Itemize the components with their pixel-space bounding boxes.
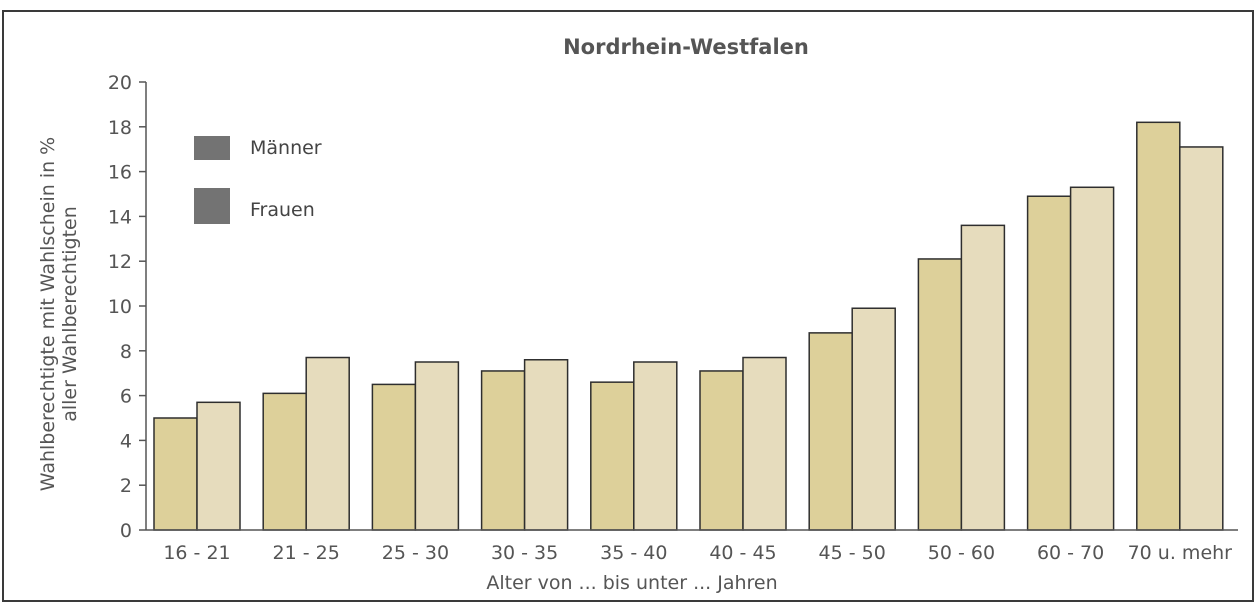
y-tick-label: 18 xyxy=(108,117,132,139)
bar-maenner-7 xyxy=(917,258,963,531)
bar-frauen-4 xyxy=(633,361,678,531)
y-tick-label: 20 xyxy=(108,72,132,94)
y-tick-label: 2 xyxy=(120,475,132,497)
bar-maenner-5 xyxy=(699,370,744,531)
bar-maenner-2 xyxy=(371,383,417,531)
legend-swatch-frauen xyxy=(194,188,230,224)
bar-maenner-6 xyxy=(808,332,853,531)
chart-title: Nordrhein-Westfalen xyxy=(563,35,809,59)
bar-frauen-0 xyxy=(196,401,241,531)
y-tick-label: 10 xyxy=(108,296,132,318)
y-axis-label-line-1: Wahlberechtigte mit Wahlschein in % xyxy=(37,137,59,492)
x-tick-label: 40 - 45 xyxy=(709,542,776,564)
x-tick-label: 50 - 60 xyxy=(928,542,995,564)
legend-swatch-maenner xyxy=(194,136,230,160)
legend-label-frauen: Frauen xyxy=(250,199,315,221)
y-axis-label: Wahlberechtigte mit Wahlschein in % alle… xyxy=(37,137,81,492)
bar-frauen-3 xyxy=(523,359,569,531)
y-tick-label: 12 xyxy=(108,251,132,273)
bar-maenner-3 xyxy=(480,370,526,531)
x-tick-label: 21 - 25 xyxy=(273,542,340,564)
chart-frame: Nordrhein-Westfalen Wahlberechtigte mit … xyxy=(2,10,1254,602)
bar-maenner-1 xyxy=(262,392,307,531)
y-tick-label: 4 xyxy=(120,430,132,452)
x-tick-label: 45 - 50 xyxy=(819,542,886,564)
bar-frauen-8 xyxy=(1069,186,1115,531)
y-tick-label: 14 xyxy=(108,206,132,228)
y-axis: 0 2 4 6 8 10 12 14 16 18 20 xyxy=(108,72,147,542)
x-tick-label: 60 - 70 xyxy=(1037,542,1104,564)
bar-chart: Nordrhein-Westfalen Wahlberechtigte mit … xyxy=(37,35,1238,594)
y-tick-label: 6 xyxy=(120,386,132,408)
bar-frauen-7 xyxy=(960,224,1006,531)
bar-maenner-9 xyxy=(1136,121,1181,531)
bar-maenner-0 xyxy=(153,417,198,531)
x-tick-label: 35 - 40 xyxy=(600,542,667,564)
x-axis-label: Alter von ... bis unter ... Jahren xyxy=(486,572,777,594)
legend: Männer Frauen xyxy=(194,136,322,224)
y-axis-label-line-2: aller Wahlberechtigten xyxy=(59,206,81,422)
bar-frauen-2 xyxy=(414,361,460,531)
y-tick-label: 8 xyxy=(120,341,132,363)
legend-label-maenner: Männer xyxy=(250,137,322,159)
x-tick-label: 16 - 21 xyxy=(163,542,230,564)
bars xyxy=(153,121,1224,531)
bar-frauen-6 xyxy=(851,307,896,531)
bar-frauen-1 xyxy=(305,356,350,531)
x-tick-label: 70 u. mehr xyxy=(1128,542,1233,564)
bar-frauen-5 xyxy=(742,356,787,531)
y-tick-label: 0 xyxy=(120,520,132,542)
bar-maenner-4 xyxy=(590,381,635,531)
bar-frauen-9 xyxy=(1179,146,1224,531)
y-tick-label: 16 xyxy=(108,162,132,184)
x-tick-label: 25 - 30 xyxy=(382,542,449,564)
bar-maenner-8 xyxy=(1026,195,1072,531)
x-tick-label: 30 - 35 xyxy=(491,542,558,564)
x-axis: 16 - 21 21 - 25 25 - 30 30 - 35 35 - 40 40 - … xyxy=(146,529,1238,564)
